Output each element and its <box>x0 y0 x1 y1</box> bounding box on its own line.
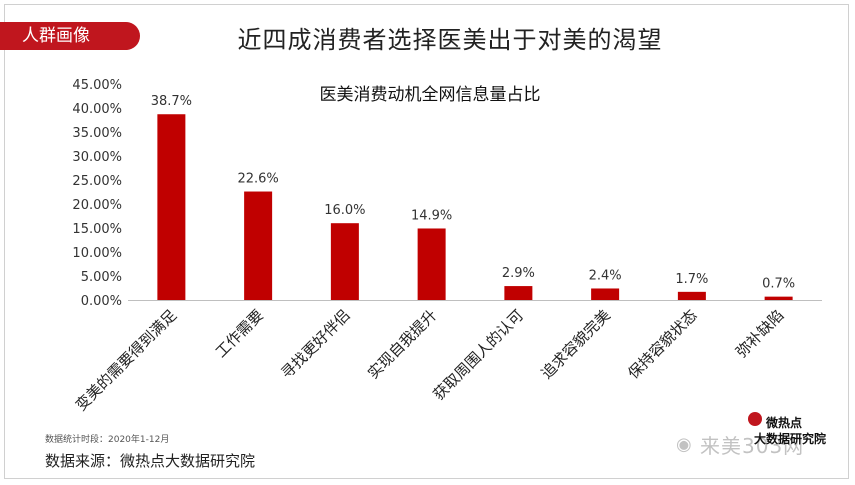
bar <box>157 114 186 301</box>
x-tick-label: 弥补缺陷 <box>732 306 787 361</box>
data-label: 38.7% <box>151 94 192 109</box>
y-tick-label: 35.00% <box>72 126 122 141</box>
data-label: 22.6% <box>237 172 278 187</box>
logo: 微热点 大数据研究院 <box>748 412 838 446</box>
bar <box>677 291 706 300</box>
data-period-note: 数据统计时段：2020年1-12月 <box>45 435 170 445</box>
y-tick-label: 10.00% <box>72 246 122 261</box>
y-tick-label: 40.00% <box>72 102 122 117</box>
data-label: 16.0% <box>324 203 365 218</box>
y-tick-label: 20.00% <box>72 198 122 213</box>
page-title: 近四成消费者选择医美出于对美的渴望 <box>237 26 663 54</box>
chart-title: 医美消费动机全网信息量占比 <box>319 85 541 105</box>
bar <box>244 191 273 300</box>
logo-subtitle: 大数据研究院 <box>754 432 827 446</box>
data-label: 1.7% <box>675 272 708 287</box>
bar <box>764 296 793 300</box>
y-tick-label: 30.00% <box>72 150 122 165</box>
bar <box>504 286 533 300</box>
bar <box>417 228 446 300</box>
x-tick-label: 保持容貌状态 <box>624 306 700 382</box>
x-tick-label: 实现自我提升 <box>364 306 440 382</box>
wechat-icon: ◉ <box>676 434 692 455</box>
data-label: 2.9% <box>502 266 535 281</box>
data-label: 14.9% <box>411 208 452 223</box>
y-tick-label: 5.00% <box>81 270 122 285</box>
logo-icon <box>748 412 762 426</box>
data-label: 0.7% <box>762 277 795 292</box>
y-tick-label: 15.00% <box>72 222 122 237</box>
watermark: 来美303网 <box>700 434 805 458</box>
x-tick-label: 寻找更好伴侣 <box>277 306 353 382</box>
y-tick-label: 0.00% <box>81 294 122 309</box>
x-tick-label: 获取周围人的认可 <box>430 306 528 404</box>
x-tick-label: 追求容貌完美 <box>538 306 614 382</box>
bar <box>330 223 359 300</box>
y-tick-label: 45.00% <box>72 78 122 93</box>
y-tick-label: 25.00% <box>72 174 122 189</box>
x-tick-label: 变美的需要得到满足 <box>72 306 180 414</box>
bar <box>591 288 620 300</box>
section-tag: 人群画像 <box>0 22 140 50</box>
x-tick-label: 工作需要 <box>212 306 267 361</box>
logo-name: 微热点 <box>766 416 803 430</box>
data-label: 2.4% <box>589 268 622 283</box>
data-source: 数据来源：微热点大数据研究院 <box>45 452 256 470</box>
